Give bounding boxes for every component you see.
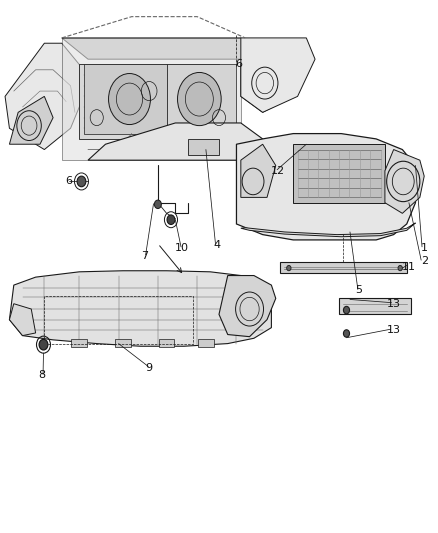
Polygon shape — [385, 150, 424, 213]
Circle shape — [167, 215, 175, 224]
Polygon shape — [10, 96, 53, 144]
Text: 13: 13 — [387, 325, 401, 335]
Polygon shape — [5, 43, 84, 150]
Circle shape — [343, 306, 350, 314]
Text: 6: 6 — [65, 176, 72, 187]
Polygon shape — [188, 139, 219, 155]
Polygon shape — [219, 276, 276, 337]
Text: 9: 9 — [145, 362, 153, 373]
Polygon shape — [10, 304, 35, 336]
Circle shape — [398, 265, 403, 271]
Ellipse shape — [365, 214, 389, 231]
Circle shape — [343, 330, 350, 337]
Text: 8: 8 — [39, 370, 46, 381]
Polygon shape — [241, 144, 276, 197]
Text: 1: 1 — [421, 243, 428, 253]
Polygon shape — [241, 223, 416, 237]
Text: 7: 7 — [141, 251, 148, 261]
Polygon shape — [159, 340, 174, 348]
Circle shape — [177, 72, 221, 126]
Text: 2: 2 — [420, 256, 428, 266]
Polygon shape — [62, 38, 241, 160]
Text: 10: 10 — [175, 243, 189, 253]
Circle shape — [39, 340, 48, 350]
Polygon shape — [198, 340, 214, 348]
Polygon shape — [237, 134, 416, 240]
Polygon shape — [71, 340, 87, 348]
Polygon shape — [88, 123, 263, 160]
Circle shape — [154, 200, 161, 208]
Polygon shape — [293, 144, 385, 203]
Polygon shape — [79, 64, 219, 139]
Text: 6: 6 — [235, 60, 242, 69]
Polygon shape — [166, 64, 237, 134]
Polygon shape — [10, 271, 272, 346]
Text: 5: 5 — [355, 286, 362, 295]
Polygon shape — [115, 340, 131, 348]
Text: 4: 4 — [213, 240, 220, 250]
Polygon shape — [241, 54, 297, 112]
Polygon shape — [280, 262, 407, 273]
Text: 12: 12 — [271, 166, 285, 176]
Circle shape — [77, 176, 86, 187]
Circle shape — [287, 265, 291, 271]
Polygon shape — [339, 298, 411, 314]
Text: 11: 11 — [402, 262, 416, 271]
Polygon shape — [62, 38, 254, 59]
Circle shape — [109, 74, 150, 125]
Polygon shape — [84, 64, 166, 134]
Text: 13: 13 — [387, 298, 401, 309]
Polygon shape — [241, 38, 315, 112]
